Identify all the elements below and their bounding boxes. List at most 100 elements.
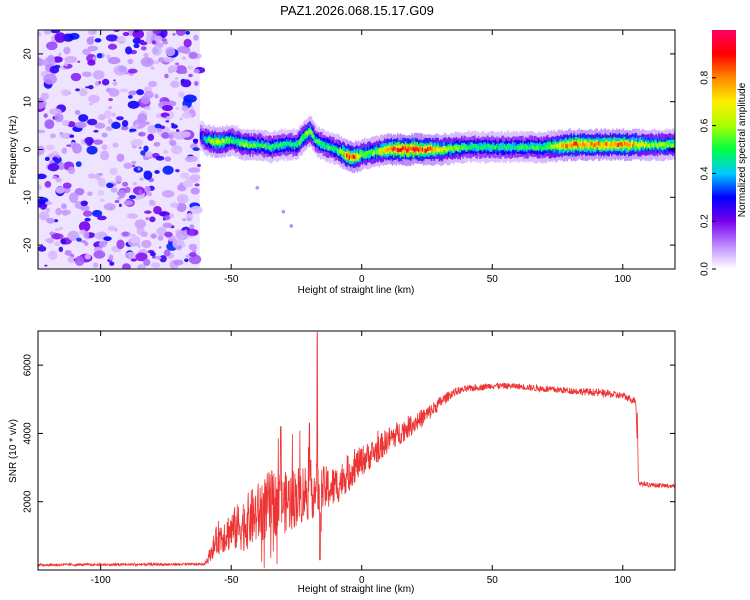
- noise-blob: [176, 202, 187, 213]
- ridge-cell: [419, 146, 421, 151]
- noise-blob: [118, 203, 122, 207]
- noise-blob: [100, 150, 110, 161]
- ridge-cell: [235, 138, 237, 143]
- noise-blob: [156, 227, 167, 236]
- noise-blob: [70, 72, 82, 82]
- noise-blob: [145, 217, 150, 221]
- ridge-cell: [325, 145, 327, 149]
- noise-blob: [170, 122, 175, 126]
- noise-blob: [94, 122, 106, 129]
- noise-blob: [133, 43, 140, 49]
- y-tick-label: 0: [23, 146, 34, 152]
- ridge-cell: [365, 151, 368, 156]
- noise-blob: [43, 113, 48, 118]
- ridge-cell: [520, 145, 523, 150]
- noise-blob: [38, 173, 47, 180]
- ridge-cell: [329, 146, 331, 151]
- ridge-cell: [467, 146, 469, 151]
- noise-blob: [38, 184, 43, 191]
- noise-blob: [128, 95, 133, 99]
- ridge-cell: [492, 144, 494, 149]
- noise-blob: [161, 38, 168, 42]
- y-tick-label: 10: [23, 96, 34, 108]
- noise-blob: [121, 263, 131, 269]
- ridge-cell: [517, 145, 519, 150]
- ridge-cell: [646, 142, 648, 147]
- ridge-cell: [510, 146, 512, 150]
- ridge-cell: [218, 139, 220, 144]
- noise-blob: [108, 98, 113, 102]
- noise-blob: [190, 174, 201, 181]
- snr-series-line: [38, 332, 675, 569]
- ridge-cell: [363, 153, 365, 157]
- ridge-cell: [381, 149, 383, 153]
- noise-blob: [52, 156, 59, 162]
- ridge-cell: [539, 144, 541, 149]
- noise-blob: [183, 38, 192, 48]
- x-tick-label: 0: [359, 274, 365, 285]
- x-tick-label: -100: [91, 575, 111, 586]
- noise-blob: [188, 243, 198, 251]
- ridge-cell: [647, 144, 650, 148]
- ridge-cell: [241, 141, 244, 146]
- noise-blob: [123, 200, 134, 206]
- ridge-cell: [442, 146, 445, 155]
- ridge-cell: [404, 146, 407, 151]
- ridge-cell: [242, 143, 245, 148]
- ridge-cell: [575, 141, 578, 146]
- noise-blob: [192, 147, 200, 152]
- ridge-cell: [671, 139, 673, 148]
- ridge-cell: [634, 142, 636, 150]
- ridge-cell: [672, 143, 674, 148]
- noise-blob: [193, 34, 199, 41]
- ridge-cell: [369, 149, 371, 154]
- ridge-cell: [511, 141, 514, 150]
- noise-blob: [106, 182, 114, 189]
- noise-blob: [74, 187, 85, 196]
- noise-blob: [192, 138, 199, 143]
- noise-blob: [150, 262, 161, 269]
- ridge-cell: [454, 145, 456, 150]
- ridge-cell: [312, 133, 314, 138]
- noise-blob: [55, 177, 62, 183]
- ridge-cell: [373, 150, 375, 155]
- noise-blob: [163, 249, 171, 257]
- ridge-cell: [352, 154, 355, 159]
- ridge-cell: [483, 145, 485, 149]
- noise-blob: [179, 117, 183, 121]
- noise-blob: [131, 161, 137, 164]
- ridge-cell: [624, 141, 626, 146]
- noise-blob: [38, 129, 46, 134]
- noise-blob: [162, 41, 169, 45]
- noise-blob: [93, 250, 106, 259]
- ridge-cell: [592, 140, 595, 148]
- ridge-cell: [338, 149, 340, 153]
- y-tick-label: 6000: [23, 354, 34, 377]
- noise-blob: [43, 217, 47, 220]
- noise-blob: [162, 222, 173, 228]
- snr-y-axis: 2000 4000 6000: [23, 354, 675, 513]
- noise-blob: [92, 56, 97, 61]
- ridge-cell: [317, 139, 319, 144]
- ridge-cell: [402, 146, 404, 151]
- ridge-cell: [347, 155, 349, 160]
- ridge-cell: [628, 143, 630, 148]
- scatter-tail-point: [281, 209, 286, 214]
- ridge-cell: [395, 147, 398, 152]
- ridge-cell: [473, 143, 476, 148]
- noise-blob: [61, 203, 67, 210]
- spectrogram-scatter-tail: [255, 185, 294, 228]
- ridge-cell: [611, 142, 613, 150]
- ridge-cell: [586, 144, 588, 149]
- ridge-cell: [231, 139, 233, 144]
- noise-blob: [136, 89, 144, 96]
- ridge-cell: [490, 145, 493, 150]
- noise-blob: [90, 36, 95, 39]
- ridge-cell: [481, 146, 484, 151]
- ridge-cell: [261, 143, 263, 147]
- ridge-cell: [353, 155, 356, 160]
- ridge-cell: [271, 144, 274, 148]
- noise-blob: [58, 52, 62, 57]
- ridge-cell: [669, 143, 672, 148]
